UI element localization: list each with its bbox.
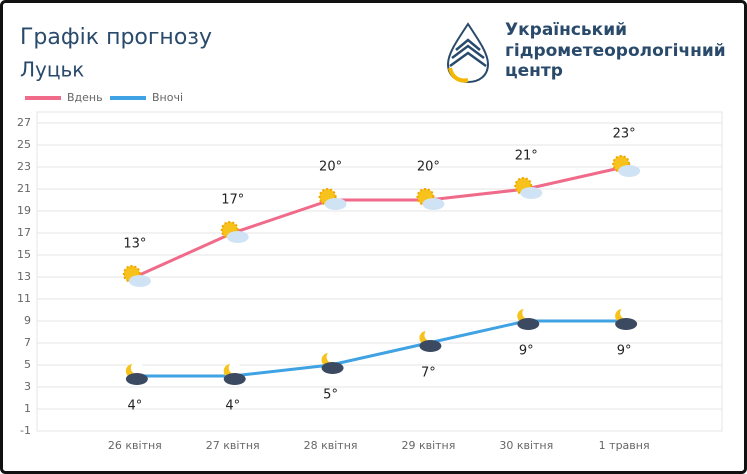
y-tick-label: 3 bbox=[24, 380, 31, 393]
moon-cut bbox=[326, 351, 339, 363]
x-tick-label: 1 травня bbox=[599, 439, 650, 452]
y-tick-label: 25 bbox=[17, 138, 31, 151]
x-tick-label: 29 квітня bbox=[401, 439, 455, 452]
value-label: 13° bbox=[123, 237, 146, 252]
weather-icon bbox=[220, 221, 249, 243]
value-label: 9° bbox=[617, 344, 632, 359]
chart-subtitle: Луцьк bbox=[20, 58, 84, 82]
cloud bbox=[226, 231, 249, 243]
y-tick-label: -1 bbox=[20, 424, 31, 437]
x-tick-label: 28 квітня bbox=[304, 439, 358, 452]
y-tick-label: 7 bbox=[24, 336, 31, 349]
moon-cut bbox=[130, 362, 143, 374]
weather-icon bbox=[514, 177, 543, 199]
weather-icon bbox=[122, 265, 151, 287]
weather-icon bbox=[321, 351, 344, 374]
y-tick-label: 13 bbox=[17, 270, 31, 283]
y-tick-label: 19 bbox=[17, 204, 31, 217]
cloud bbox=[128, 275, 151, 287]
logo-text: гідрометеорологічний bbox=[505, 41, 726, 61]
weather-icon bbox=[517, 307, 540, 330]
value-label: 20° bbox=[417, 160, 440, 175]
moon-cut bbox=[424, 329, 437, 341]
moon-cut bbox=[620, 307, 633, 319]
series-line bbox=[134, 165, 625, 279]
weather-icon bbox=[125, 362, 148, 385]
cloud bbox=[618, 165, 641, 177]
y-tick-label: 5 bbox=[24, 358, 31, 371]
chart-title: Графік прогнозу bbox=[20, 25, 212, 50]
moon-cut bbox=[522, 307, 535, 319]
y-tick-label: 15 bbox=[17, 248, 31, 261]
legend-label: Вдень bbox=[67, 91, 103, 104]
cloud bbox=[517, 318, 540, 330]
y-tick-label: 9 bbox=[24, 314, 31, 327]
legend-label: Вночі bbox=[152, 91, 183, 104]
cloud bbox=[422, 198, 445, 210]
logo-text: центр bbox=[505, 61, 563, 81]
value-label: 21° bbox=[515, 149, 538, 164]
y-tick-label: 11 bbox=[17, 292, 31, 305]
value-label: 17° bbox=[221, 193, 244, 208]
moon-cut bbox=[228, 362, 241, 374]
cloud bbox=[125, 373, 148, 385]
value-label: 23° bbox=[613, 127, 636, 142]
value-label: 20° bbox=[319, 160, 342, 175]
y-tick-label: 1 bbox=[24, 402, 31, 415]
weather-icon bbox=[223, 362, 246, 385]
weather-icon bbox=[416, 188, 445, 210]
cloud bbox=[223, 373, 246, 385]
cloud bbox=[419, 340, 442, 352]
value-label: 4° bbox=[127, 399, 142, 414]
y-tick-label: 17 bbox=[17, 226, 31, 239]
value-label: 4° bbox=[225, 399, 240, 414]
x-tick-label: 26 квітня bbox=[108, 439, 162, 452]
value-label: 7° bbox=[421, 366, 436, 381]
series-line bbox=[134, 319, 625, 378]
logo-icon bbox=[446, 22, 490, 84]
cloud bbox=[520, 187, 543, 199]
weather-icon bbox=[419, 329, 442, 352]
value-label: 9° bbox=[519, 344, 534, 359]
weather-icon bbox=[318, 188, 347, 210]
weather-icon bbox=[612, 155, 641, 177]
y-tick-label: 21 bbox=[17, 182, 31, 195]
value-label: 5° bbox=[323, 388, 338, 403]
y-tick-label: 27 bbox=[17, 116, 31, 129]
x-tick-label: 27 квітня bbox=[206, 439, 260, 452]
cloud bbox=[615, 318, 638, 330]
weather-icon bbox=[615, 307, 638, 330]
logo-text: Український bbox=[505, 20, 627, 40]
y-tick-label: 23 bbox=[17, 160, 31, 173]
cloud bbox=[321, 362, 344, 374]
x-tick-label: 30 квітня bbox=[499, 439, 553, 452]
cloud bbox=[324, 198, 347, 210]
